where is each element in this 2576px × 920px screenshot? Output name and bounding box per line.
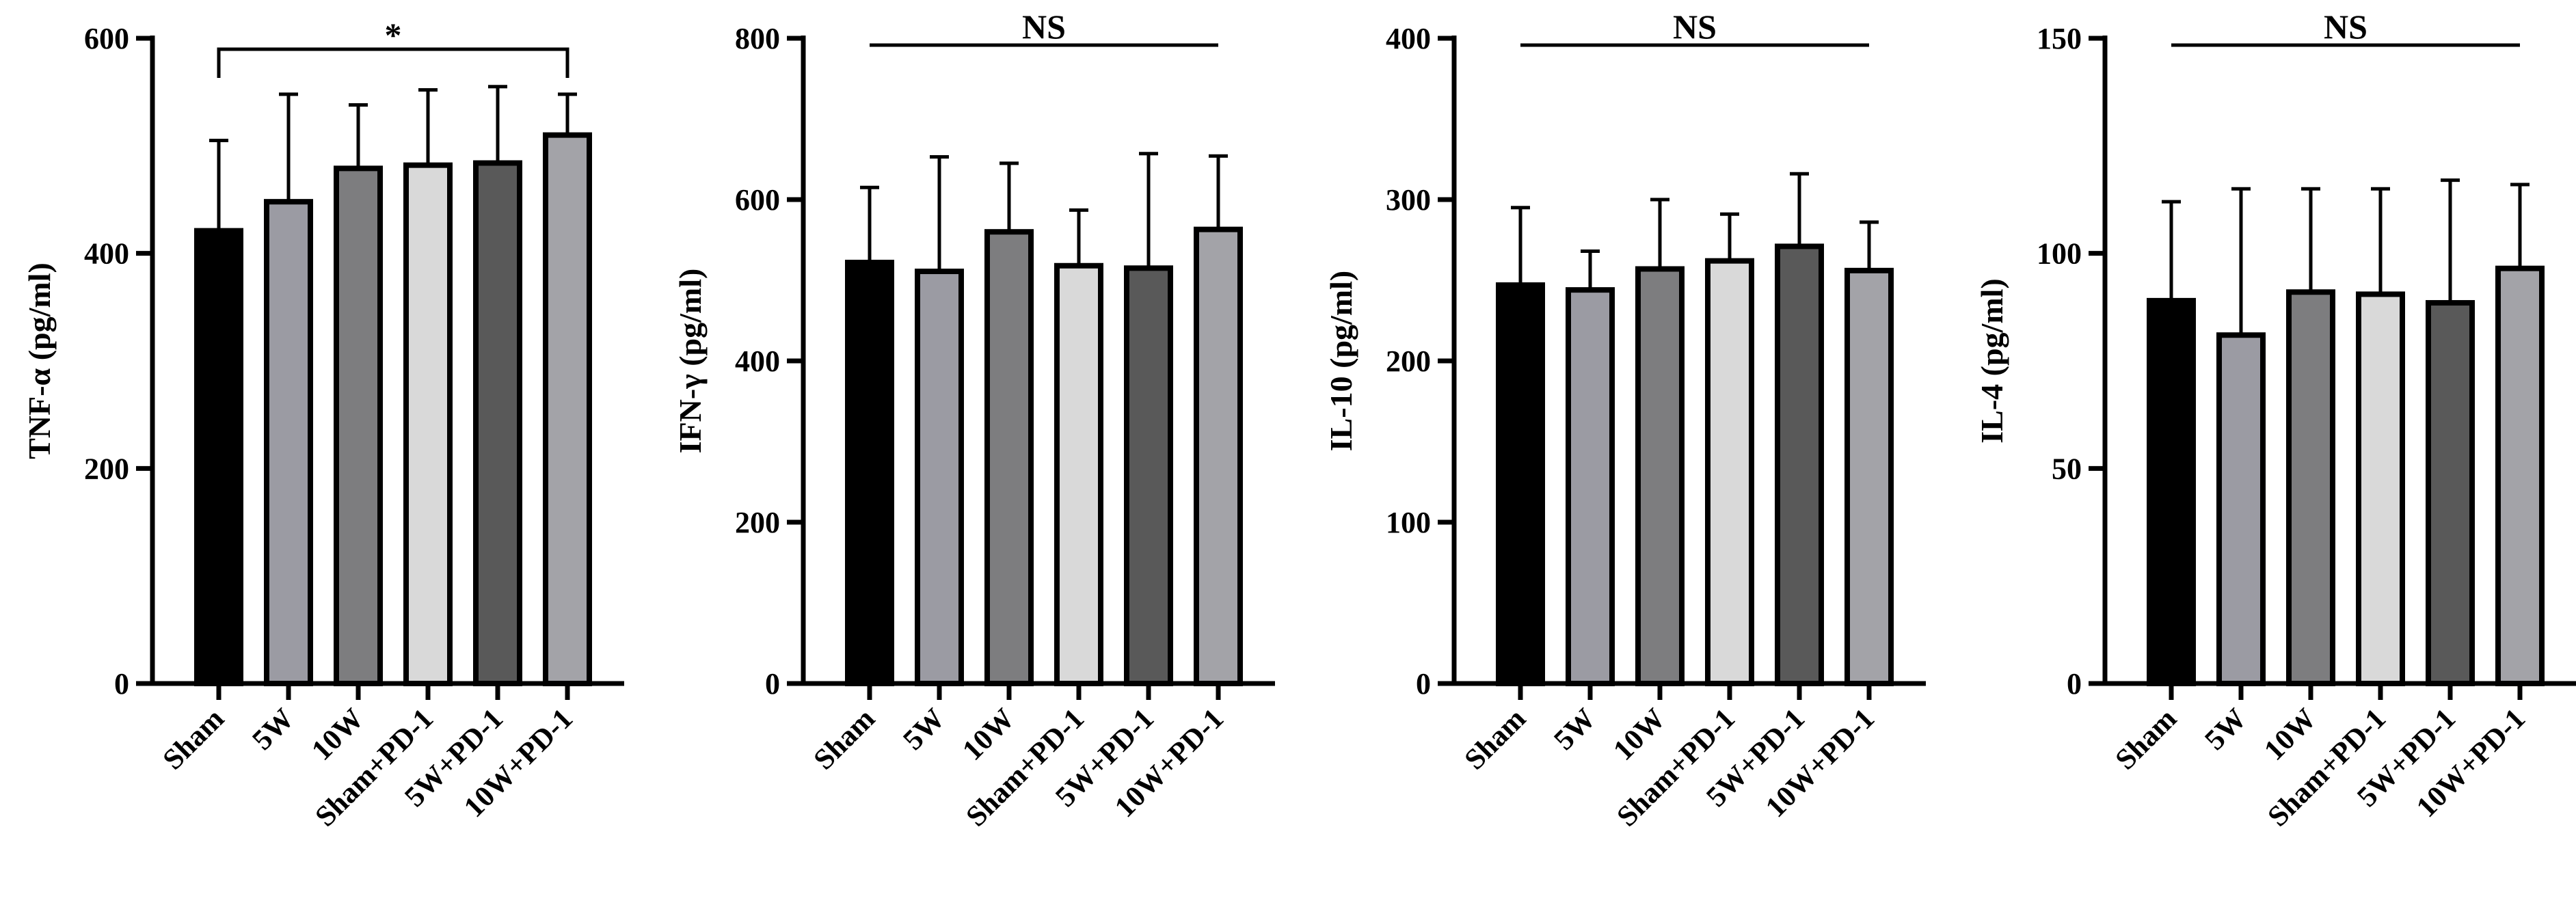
bar-sham	[2147, 297, 2196, 687]
y-tick-label: 200	[84, 452, 129, 485]
y-tick-label: 150	[2037, 22, 2082, 55]
bar-5w	[2216, 332, 2266, 686]
bar-sham-pd-1	[403, 162, 453, 687]
bar-5w-pd-1	[1124, 265, 1173, 686]
bar-sham	[1496, 282, 1545, 686]
y-tick-label: 300	[1386, 183, 1431, 217]
y-tick-label: 400	[735, 344, 780, 378]
y-tick-label: 600	[735, 183, 780, 217]
bar-10w	[1635, 266, 1685, 687]
bar-10w-pd-1	[1194, 226, 1243, 687]
bar-5w	[264, 199, 313, 686]
significance-label: *	[385, 16, 402, 54]
x-category-label: 10W	[306, 703, 370, 767]
y-axis-title: IL-4 (pg/ml)	[1974, 278, 2009, 444]
bar-sham-pd-1	[1054, 262, 1103, 686]
bar-10w	[334, 165, 383, 686]
y-tick-label: 600	[84, 22, 129, 55]
bar-5w-pd-1	[1775, 243, 1824, 686]
y-axis-title: IFN-γ (pg/ml)	[673, 269, 708, 454]
significance-bracket	[217, 47, 569, 78]
x-category-label: 5W	[897, 703, 951, 757]
bar-5w-pd-1	[2426, 300, 2475, 687]
x-category-label: 10W	[2258, 703, 2322, 767]
bar-5w	[915, 269, 964, 686]
x-category-label: Sham	[2109, 703, 2183, 776]
y-axis-title: TNF-α (pg/ml)	[22, 262, 57, 459]
bar-5w	[1566, 287, 1615, 687]
bar-10w-pd-1	[543, 132, 592, 687]
bar-sham-pd-1	[2356, 291, 2405, 687]
y-axis-title: IL-10 (pg/ml)	[1324, 271, 1358, 452]
x-category-label: 5W	[2199, 703, 2253, 757]
y-tick-label: 400	[84, 237, 129, 271]
x-category-label: 10W	[1607, 703, 1672, 767]
bar-10w	[984, 229, 1034, 686]
x-category-label: Sham	[807, 703, 881, 776]
y-tick-label: 0	[114, 667, 129, 701]
x-category-label: Sham	[157, 703, 230, 776]
y-tick-label: 50	[2052, 452, 2082, 485]
bar-5w-pd-1	[473, 160, 522, 687]
x-category-label: 5W	[246, 703, 300, 757]
x-category-label: Sham	[1458, 703, 1532, 776]
bar-10w	[2286, 289, 2335, 687]
bar-sham	[845, 260, 894, 687]
y-tick-label: 200	[735, 506, 780, 539]
significance-label: NS	[1673, 8, 1717, 46]
bar-sham-pd-1	[1705, 258, 1754, 686]
significance-label: NS	[2324, 8, 2367, 46]
y-tick-label: 400	[1386, 22, 1431, 55]
bar-10w-pd-1	[2495, 265, 2545, 686]
y-tick-label: 200	[1386, 344, 1431, 378]
y-tick-label: 0	[1416, 667, 1431, 701]
y-tick-label: 0	[2067, 667, 2082, 701]
bar-sham	[194, 228, 243, 687]
y-tick-label: 100	[1386, 506, 1431, 539]
y-tick-label: 800	[735, 22, 780, 55]
y-tick-label: 0	[765, 667, 780, 701]
x-category-label: 5W	[1548, 703, 1602, 757]
significance-label: NS	[1022, 8, 1066, 46]
bar-10w-pd-1	[1844, 267, 1894, 686]
x-category-label: 10W	[956, 703, 1021, 767]
y-tick-label: 100	[2037, 237, 2082, 271]
